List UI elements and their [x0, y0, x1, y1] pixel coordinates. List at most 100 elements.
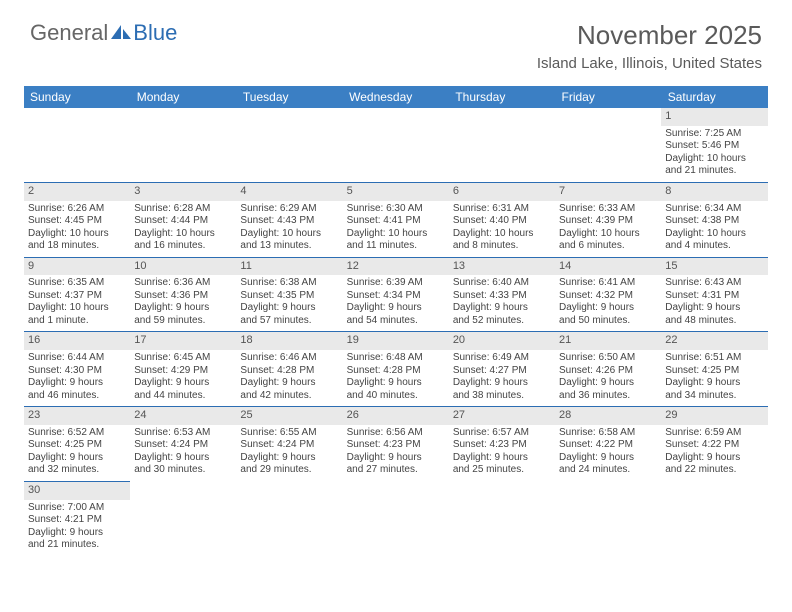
day-info: Sunrise: 6:38 AMSunset: 4:35 PMDaylight:… — [240, 277, 338, 327]
weekday-header-row: SundayMondayTuesdayWednesdayThursdayFrid… — [24, 86, 768, 108]
day-info: Sunrise: 6:56 AMSunset: 4:23 PMDaylight:… — [347, 427, 445, 477]
calendar-day — [130, 481, 236, 555]
weekday-header: Wednesday — [343, 86, 449, 108]
calendar-day: 6 Sunrise: 6:31 AMSunset: 4:40 PMDaylight… — [449, 182, 555, 257]
day-info: Sunrise: 6:35 AMSunset: 4:37 PMDaylight:… — [28, 277, 126, 327]
calendar-day: 28 Sunrise: 6:58 AMSunset: 4:22 PMDayligh… — [555, 407, 661, 482]
sail-icon — [110, 20, 132, 46]
day-info: Sunrise: 6:41 AMSunset: 4:32 PMDaylight:… — [559, 277, 657, 327]
calendar-day: 15Sunrise: 6:43 AMSunset: 4:31 PMDayligh… — [661, 257, 767, 332]
day-number: 1 — [661, 108, 767, 126]
calendar-day: 9Sunrise: 6:35 AMSunset: 4:37 PMDaylight… — [24, 257, 130, 332]
calendar-day — [449, 481, 555, 555]
calendar-day: 7Sunrise: 6:33 AMSunset: 4:39 PMDaylight… — [555, 182, 661, 257]
brand-part1: General — [30, 20, 108, 46]
day-number: 20 — [449, 332, 555, 350]
day-info: Sunrise: 6:31 AMSunset: 4:40 PMDaylight:… — [453, 203, 551, 253]
day-number: 21 — [555, 332, 661, 350]
weekday-header: Sunday — [24, 86, 130, 108]
calendar-day: 25Sunrise: 6:55 AMSunset: 4:24 PMDayligh… — [236, 407, 342, 482]
day-info: Sunrise: 6:29 AMSunset: 4:43 PMDaylight:… — [240, 203, 338, 253]
day-info: Sunrise: 6:49 AMSunset: 4:27 PMDaylight:… — [453, 352, 551, 402]
day-number: 9 — [24, 258, 130, 276]
day-number: 24 — [130, 407, 236, 425]
calendar-week: 2Sunrise: 6:26 AMSunset: 4:45 PMDaylight… — [24, 182, 768, 257]
day-info: Sunrise: 6:51 AMSunset: 4:25 PMDaylight:… — [665, 352, 763, 402]
weekday-header: Thursday — [449, 86, 555, 108]
calendar-day: 12Sunrise: 6:39 AMSunset: 4:34 PMDayligh… — [343, 257, 449, 332]
day-number: 28 — [555, 407, 661, 425]
calendar-day: 26Sunrise: 6:56 AMSunset: 4:23 PMDayligh… — [343, 407, 449, 482]
header: General Blue November 2025 Island Lake, … — [0, 0, 792, 80]
day-info: Sunrise: 6:28 AMSunset: 4:44 PMDaylight:… — [134, 203, 232, 253]
day-number: 12 — [343, 258, 449, 276]
day-info: Sunrise: 6:36 AMSunset: 4:36 PMDaylight:… — [134, 277, 232, 327]
calendar-day: 10Sunrise: 6:36 AMSunset: 4:36 PMDayligh… — [130, 257, 236, 332]
calendar-day: 19Sunrise: 6:48 AMSunset: 4:28 PMDayligh… — [343, 332, 449, 407]
day-number: 29 — [661, 407, 767, 425]
calendar-week: 30Sunrise: 7:00 AMSunset: 4:21 PMDayligh… — [24, 481, 768, 555]
calendar-week: 23 Sunrise: 6:52 AMSunset: 4:25 PMDayligh… — [24, 407, 768, 482]
calendar-day: 11Sunrise: 6:38 AMSunset: 4:35 PMDayligh… — [236, 257, 342, 332]
day-info: Sunrise: 6:40 AMSunset: 4:33 PMDaylight:… — [453, 277, 551, 327]
calendar-day — [24, 108, 130, 182]
day-info: Sunrise: 6:43 AMSunset: 4:31 PMDaylight:… — [665, 277, 763, 327]
calendar-day: 14Sunrise: 6:41 AMSunset: 4:32 PMDayligh… — [555, 257, 661, 332]
calendar-day: 27 Sunrise: 6:57 AMSunset: 4:23 PMDayligh… — [449, 407, 555, 482]
calendar-day: 1Sunrise: 7:25 AMSunset: 5:46 PMDaylight… — [661, 108, 767, 182]
calendar-day: 21Sunrise: 6:50 AMSunset: 4:26 PMDayligh… — [555, 332, 661, 407]
day-number: 17 — [130, 332, 236, 350]
day-number: 16 — [24, 332, 130, 350]
brand-part2: Blue — [133, 20, 177, 46]
day-number: 30 — [24, 482, 130, 500]
day-number: 22 — [661, 332, 767, 350]
day-info: Sunrise: 6:57 AMSunset: 4:23 PMDaylight:… — [453, 427, 551, 477]
day-info: Sunrise: 6:30 AMSunset: 4:41 PMDaylight:… — [347, 203, 445, 253]
title-block: November 2025 Island Lake, Illinois, Uni… — [537, 20, 762, 72]
calendar-day: 2Sunrise: 6:26 AMSunset: 4:45 PMDaylight… — [24, 182, 130, 257]
calendar-day: 13Sunrise: 6:40 AMSunset: 4:33 PMDayligh… — [449, 257, 555, 332]
calendar-day: 18Sunrise: 6:46 AMSunset: 4:28 PMDayligh… — [236, 332, 342, 407]
day-number: 11 — [236, 258, 342, 276]
day-info: Sunrise: 6:34 AMSunset: 4:38 PMDaylight:… — [665, 203, 763, 253]
day-info: Sunrise: 6:48 AMSunset: 4:28 PMDaylight:… — [347, 352, 445, 402]
calendar-day: 5 Sunrise: 6:30 AMSunset: 4:41 PMDaylight… — [343, 182, 449, 257]
calendar-day: 22 Sunrise: 6:51 AMSunset: 4:25 PMDayligh… — [661, 332, 767, 407]
day-info: Sunrise: 6:39 AMSunset: 4:34 PMDaylight:… — [347, 277, 445, 327]
day-number: 23 — [24, 407, 130, 425]
day-info: Sunrise: 6:58 AMSunset: 4:22 PMDaylight:… — [559, 427, 657, 477]
calendar-day: 8 Sunrise: 6:34 AMSunset: 4:38 PMDaylight… — [661, 182, 767, 257]
calendar-day — [449, 108, 555, 182]
calendar-day: 17 Sunrise: 6:45 AMSunset: 4:29 PMDayligh… — [130, 332, 236, 407]
calendar-day: 4 Sunrise: 6:29 AMSunset: 4:43 PMDaylight… — [236, 182, 342, 257]
calendar-body: 1Sunrise: 7:25 AMSunset: 5:46 PMDaylight… — [24, 108, 768, 556]
day-info: Sunrise: 6:59 AMSunset: 4:22 PMDaylight:… — [665, 427, 763, 477]
calendar-day — [661, 481, 767, 555]
calendar-day: 16Sunrise: 6:44 AMSunset: 4:30 PMDayligh… — [24, 332, 130, 407]
calendar-day — [236, 108, 342, 182]
calendar-day: 29 Sunrise: 6:59 AMSunset: 4:22 PMDayligh… — [661, 407, 767, 482]
calendar-day — [343, 108, 449, 182]
weekday-header: Tuesday — [236, 86, 342, 108]
day-info: Sunrise: 6:53 AMSunset: 4:24 PMDaylight:… — [134, 427, 232, 477]
day-number: 5 — [343, 183, 449, 201]
day-number: 4 — [236, 183, 342, 201]
day-number: 27 — [449, 407, 555, 425]
calendar-day: 20 Sunrise: 6:49 AMSunset: 4:27 PMDayligh… — [449, 332, 555, 407]
calendar-day: 3 Sunrise: 6:28 AMSunset: 4:44 PMDaylight… — [130, 182, 236, 257]
calendar-day — [555, 108, 661, 182]
day-number: 6 — [449, 183, 555, 201]
day-number: 3 — [130, 183, 236, 201]
calendar-week: 9Sunrise: 6:35 AMSunset: 4:37 PMDaylight… — [24, 257, 768, 332]
calendar-day: 23 Sunrise: 6:52 AMSunset: 4:25 PMDayligh… — [24, 407, 130, 482]
calendar-day — [555, 481, 661, 555]
weekday-header: Friday — [555, 86, 661, 108]
day-number: 8 — [661, 183, 767, 201]
location: Island Lake, Illinois, United States — [537, 55, 762, 72]
calendar-day — [343, 481, 449, 555]
day-info: Sunrise: 6:52 AMSunset: 4:25 PMDaylight:… — [28, 427, 126, 477]
day-number: 13 — [449, 258, 555, 276]
day-number: 18 — [236, 332, 342, 350]
day-info: Sunrise: 6:45 AMSunset: 4:29 PMDaylight:… — [134, 352, 232, 402]
calendar-day: 24 Sunrise: 6:53 AMSunset: 4:24 PMDayligh… — [130, 407, 236, 482]
